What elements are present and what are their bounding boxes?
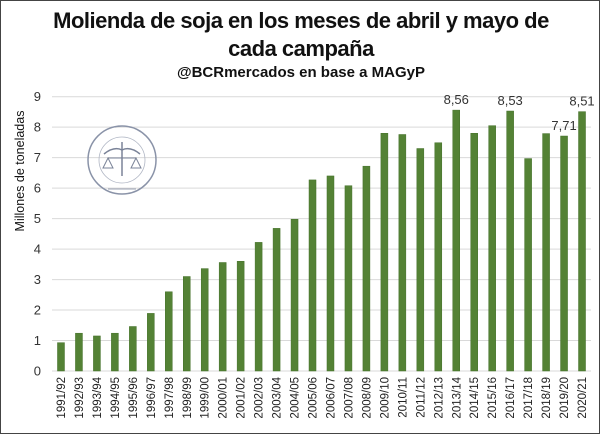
data-labels: 8,56 8,53 7,71 8,51: [444, 92, 595, 133]
x-tick-label: 2003/04: [272, 376, 284, 418]
bar-2018-19: [542, 133, 550, 372]
bar-2020-21: [578, 111, 586, 372]
bar-2001-02: [236, 261, 245, 372]
bars: [57, 109, 586, 372]
bar-2017-18: [524, 158, 532, 372]
x-tick-label: 2010/11: [397, 377, 409, 418]
title-line-1: Molienda de soja en los meses de abril y…: [53, 8, 549, 33]
x-tick-label: 2013/14: [451, 376, 463, 418]
y-axis-ticks: 0 1 2 3 4 5 6 7 8 9: [34, 89, 41, 378]
y-tick-label: 8: [34, 120, 41, 135]
x-tick-label: 2000/01: [218, 377, 230, 419]
x-tick-label: 1994/95: [110, 377, 122, 419]
data-label: 8,51: [569, 94, 594, 109]
data-label: 8,53: [497, 93, 522, 108]
bar-2007-08: [344, 185, 353, 372]
bar-2003-04: [272, 228, 281, 372]
chart-title: Molienda de soja en los meses de abril y…: [1, 7, 599, 63]
x-tick-label: 2018/19: [541, 377, 553, 419]
bar-2002-03: [254, 242, 263, 372]
data-label: 8,56: [444, 92, 469, 107]
x-tick-label: 2017/18: [523, 377, 535, 419]
y-tick-label: 9: [34, 89, 41, 104]
bar-2011-12: [416, 148, 425, 372]
bar-1991-92: [57, 342, 65, 372]
bar-2016-17: [506, 110, 514, 372]
x-tick-label: 2006/07: [325, 377, 337, 419]
x-tick-label: 2009/10: [379, 377, 391, 419]
bar-1992-93: [75, 332, 83, 372]
x-tick-label: 1999/00: [200, 377, 212, 419]
x-tick-label: 2016/17: [505, 377, 517, 419]
x-tick-label: 2008/09: [361, 377, 373, 419]
y-tick-label: 1: [34, 333, 41, 348]
bar-2006-07: [326, 175, 335, 372]
bar-1993-94: [93, 335, 101, 372]
data-label: 7,71: [551, 118, 576, 133]
bar-2004-05: [290, 218, 299, 372]
y-tick-label: 5: [34, 211, 41, 226]
bar-2012-13: [434, 142, 443, 372]
chart-subtitle: @BCRmercados en base a MAGyP: [176, 64, 426, 81]
x-tick-label: 2005/06: [308, 377, 320, 419]
x-tick-label: 1995/96: [128, 377, 140, 419]
bar-2015-16: [488, 125, 496, 372]
x-tick-label: 2002/03: [254, 377, 266, 419]
bar-2008-09: [362, 165, 371, 372]
bar-2009-10: [380, 133, 389, 372]
x-tick-label: 2014/15: [469, 377, 481, 419]
x-tick-label: 2015/16: [487, 377, 499, 419]
bar-2013-14: [452, 109, 460, 372]
x-tick-label: 1998/99: [182, 377, 194, 419]
y-tick-label: 2: [34, 303, 41, 318]
bar-2000-01: [218, 262, 227, 372]
y-tick-label: 4: [34, 242, 41, 257]
x-tick-label: 1996/97: [146, 377, 158, 419]
y-tick-label: 7: [34, 150, 41, 165]
y-tick-label: 0: [34, 364, 41, 379]
x-tick-label: 2012/13: [433, 377, 445, 419]
y-tick-label: 6: [34, 181, 41, 196]
x-tick-label: 1992/93: [74, 377, 86, 419]
bar-2005-06: [308, 179, 317, 372]
bcr-logo: [87, 125, 157, 195]
bar-1996-97: [147, 313, 155, 372]
y-tick-label: 3: [34, 272, 41, 287]
bar-1998-99: [183, 276, 191, 372]
bar-2014-15: [470, 133, 478, 372]
bar-1994-95: [111, 332, 119, 372]
x-tick-label: 2001/02: [236, 377, 248, 419]
y-axis-label: Millones de toneladas: [13, 111, 27, 232]
x-tick-label: 2020/21: [577, 377, 589, 419]
x-tick-label: 2007/08: [343, 377, 355, 419]
x-tick-label: 2011/12: [415, 377, 427, 418]
x-tick-label: 1993/94: [92, 376, 104, 418]
x-tick-label: 1991/92: [56, 377, 68, 419]
bar-1995-96: [129, 326, 137, 372]
bar-2019-20: [560, 135, 568, 372]
bar-1999-00: [200, 268, 209, 372]
bar-2010-11: [398, 134, 407, 372]
x-tick-label: 1997/98: [164, 377, 176, 419]
title-line-2: cada campaña: [228, 36, 374, 61]
bar-1997-98: [165, 291, 173, 372]
x-tick-label: 2019/20: [559, 377, 571, 419]
x-axis-ticks: 1991/92 1992/93 1993/94 1994/95 1995/96 1996/…: [56, 376, 589, 418]
x-tick-label: 2004/05: [290, 377, 302, 419]
